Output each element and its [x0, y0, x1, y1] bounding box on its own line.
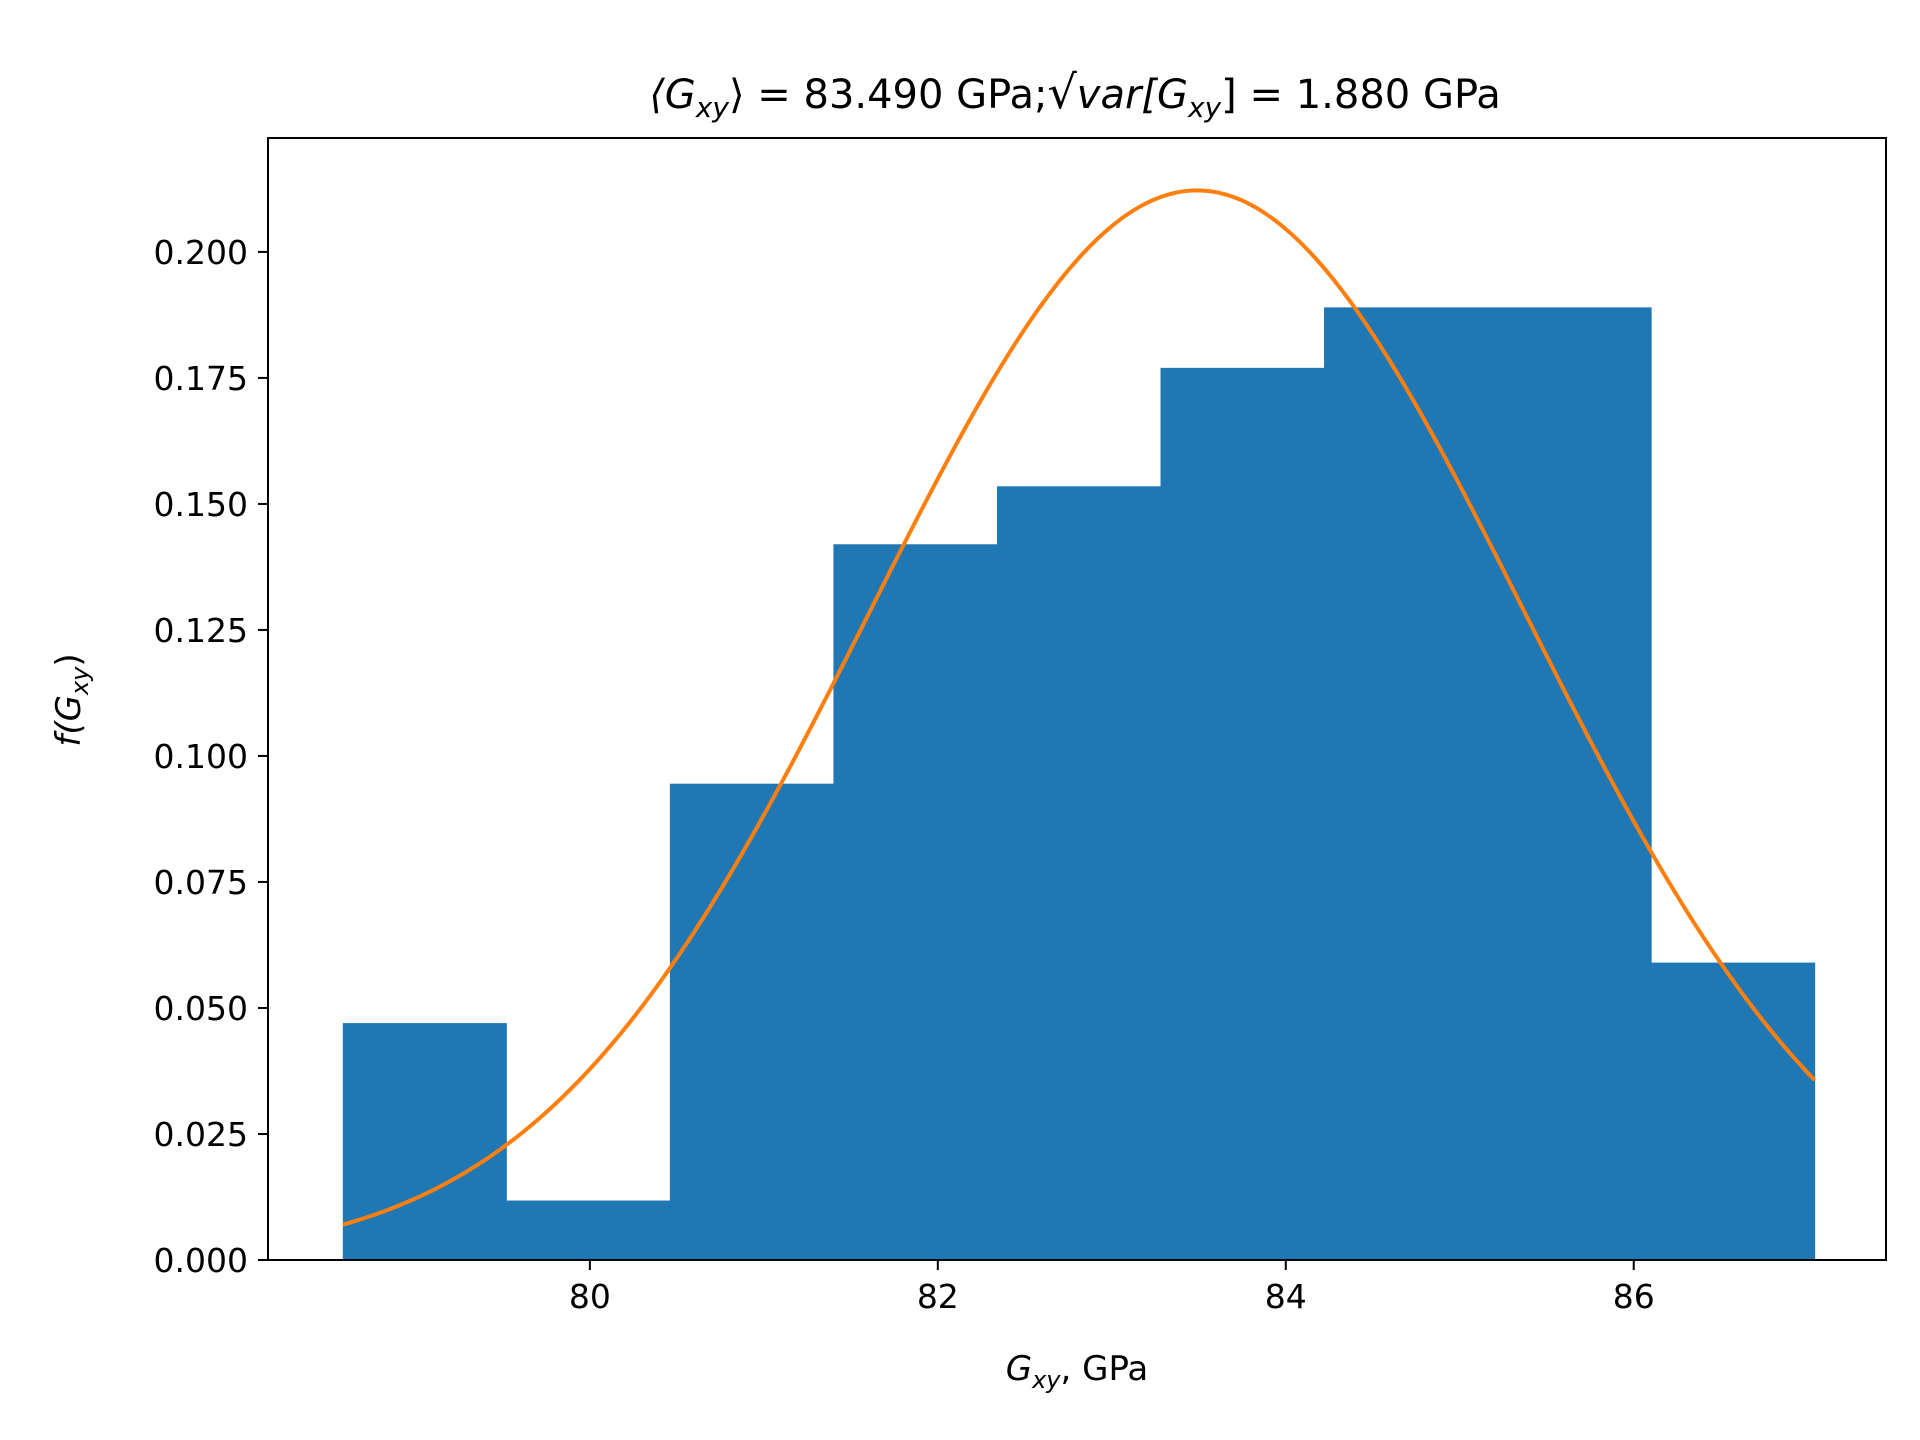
- histogram-bar: [669, 783, 834, 1260]
- histogram-bars: [342, 307, 1816, 1261]
- title-mean-subscript: xy: [695, 91, 730, 124]
- x-axis-label-subscript: xy: [1031, 1366, 1061, 1394]
- y-axis-label-subscript: xy: [66, 666, 94, 696]
- histogram-bar: [996, 486, 1162, 1260]
- title-radical: √: [1047, 65, 1077, 119]
- y-axis-label: f(Gxy): [49, 653, 94, 746]
- y-axis-label-close: ): [49, 653, 89, 666]
- title-mean-open: ⟨G: [649, 72, 696, 118]
- x-tick-label: 84: [1265, 1277, 1307, 1316]
- y-tick-label: 0.175: [154, 359, 248, 398]
- x-tick-label: 82: [917, 1277, 959, 1316]
- y-tick-label: 0.050: [154, 989, 248, 1028]
- x-axis-label: Gxy, GPa: [1006, 1349, 1149, 1394]
- title-mean-value: = 83.490 GPa;: [745, 72, 1048, 118]
- histogram-bar: [1324, 307, 1489, 1260]
- title-variance-subscript: xy: [1187, 91, 1222, 124]
- x-tick-label: 86: [1613, 1277, 1655, 1316]
- histogram-bar: [1651, 962, 1816, 1260]
- histogram-bar: [342, 1023, 507, 1260]
- title-variance-close: ]: [1221, 72, 1237, 118]
- y-tick-label: 0.000: [154, 1241, 248, 1280]
- x-axis-label-symbol: G: [1006, 1349, 1032, 1389]
- y-tick-label: 0.025: [154, 1115, 248, 1154]
- y-axis-ticks: 0.000 0.025 0.050 0.075 0.100 0.125 0.150 0.175…: [154, 233, 268, 1280]
- title-variance: var[G: [1077, 72, 1188, 118]
- x-axis-label-unit: , GPa: [1060, 1349, 1148, 1389]
- axes-frame: [267, 137, 1887, 1261]
- histogram-bar: [833, 544, 998, 1260]
- x-tick-label: 80: [569, 1277, 611, 1316]
- y-tick-label: 0.075: [154, 863, 248, 902]
- normal-fit-curve: [342, 188, 1817, 1227]
- y-axis-label-symbol: f(G: [49, 695, 89, 747]
- x-axis-ticks: 80 82 84 86: [569, 1260, 1655, 1316]
- title-mean-close: ⟩: [729, 72, 745, 118]
- histogram-bar: [1160, 367, 1325, 1261]
- histogram-bar: [1487, 307, 1652, 1260]
- y-tick-label: 0.125: [154, 611, 248, 650]
- histogram-bar: [506, 1200, 671, 1260]
- y-tick-label: 0.100: [154, 737, 248, 776]
- chart-title: ⟨Gxy⟩ = 83.490 GPa;√var[Gxy] = 1.880 GPa: [649, 65, 1501, 124]
- y-tick-label: 0.150: [154, 485, 248, 524]
- y-tick-label: 0.200: [154, 233, 248, 272]
- title-std-value: = 1.880 GPa: [1237, 72, 1501, 118]
